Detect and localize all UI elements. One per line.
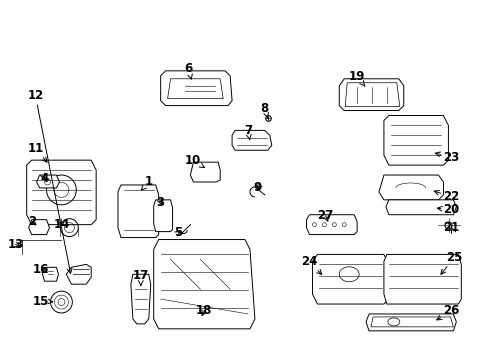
Text: 6: 6	[184, 62, 192, 79]
Text: 18: 18	[196, 305, 212, 318]
Text: 25: 25	[440, 251, 462, 274]
Polygon shape	[306, 215, 356, 235]
Polygon shape	[383, 116, 447, 165]
Polygon shape	[385, 200, 455, 215]
Polygon shape	[378, 175, 443, 200]
Polygon shape	[370, 317, 452, 327]
Text: 20: 20	[436, 203, 459, 216]
Text: 21: 21	[443, 221, 459, 234]
Text: 14: 14	[53, 218, 70, 231]
Polygon shape	[27, 160, 96, 225]
Text: 16: 16	[33, 263, 49, 276]
Text: 10: 10	[184, 154, 204, 167]
Text: 23: 23	[434, 151, 459, 164]
Polygon shape	[37, 175, 60, 188]
Polygon shape	[190, 162, 220, 182]
Text: 4: 4	[40, 171, 48, 185]
Polygon shape	[161, 71, 232, 105]
Polygon shape	[312, 255, 388, 304]
Polygon shape	[345, 83, 399, 107]
Polygon shape	[153, 200, 172, 231]
Polygon shape	[66, 264, 91, 284]
Text: 12: 12	[27, 89, 72, 274]
Text: 22: 22	[433, 190, 459, 203]
Polygon shape	[366, 314, 455, 331]
Polygon shape	[339, 79, 403, 111]
Polygon shape	[118, 185, 158, 238]
Text: 19: 19	[348, 70, 365, 86]
Polygon shape	[42, 267, 59, 281]
Polygon shape	[167, 79, 223, 99]
Polygon shape	[232, 130, 271, 150]
Text: 8: 8	[260, 102, 268, 118]
Polygon shape	[131, 274, 150, 324]
Text: 5: 5	[174, 226, 182, 239]
Polygon shape	[383, 255, 460, 304]
Text: 3: 3	[156, 196, 164, 209]
Text: 24: 24	[301, 255, 321, 274]
Text: 17: 17	[132, 269, 149, 285]
Text: 2: 2	[28, 215, 37, 228]
Text: 1: 1	[141, 175, 152, 190]
Text: 15: 15	[33, 294, 53, 307]
Text: 26: 26	[436, 305, 459, 320]
Text: 27: 27	[317, 209, 333, 222]
Text: 7: 7	[244, 124, 251, 140]
Polygon shape	[29, 220, 49, 235]
Polygon shape	[153, 239, 254, 329]
Text: 9: 9	[253, 181, 262, 194]
Text: 13: 13	[7, 238, 24, 251]
Text: 11: 11	[27, 142, 47, 162]
